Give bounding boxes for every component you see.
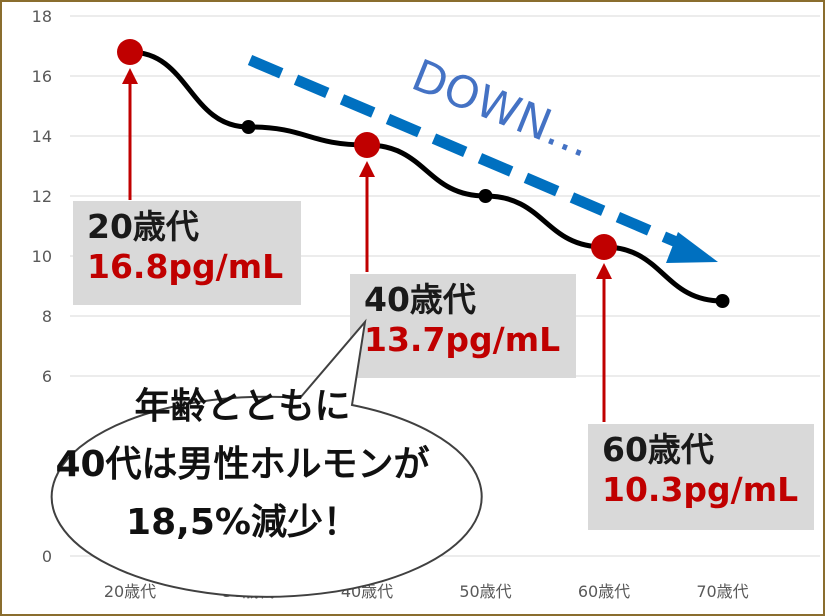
x-tick-label: 50歳代 (459, 582, 511, 601)
y-tick-label: 14 (32, 127, 52, 146)
highlight-point (354, 132, 380, 158)
pointer-arrow-head (122, 68, 138, 84)
pointer-arrow-head (359, 161, 375, 177)
y-tick-label: 6 (42, 367, 52, 386)
series-path (129, 49, 723, 304)
highlight-point (591, 234, 617, 260)
callout-arrows (122, 68, 612, 422)
series-line (117, 39, 730, 308)
data-point (241, 120, 256, 134)
callout-40s: 40歳代 13.7pg/mL (350, 274, 576, 378)
x-tick-label: 60歳代 (578, 582, 630, 601)
y-tick-label: 16 (32, 67, 52, 86)
callout-60s-age: 60歳代 (602, 430, 714, 469)
y-tick-label: 10 (32, 247, 52, 266)
y-tick-label: 12 (32, 187, 52, 206)
x-tick-label: 40歳代 (341, 582, 393, 601)
pointer-arrow-head (596, 263, 612, 279)
x-tick-label: 20歳代 (104, 582, 156, 601)
y-tick-label: 8 (42, 307, 52, 326)
callout-60s: 60歳代 10.3pg/mL (588, 424, 814, 530)
y-axis-ticks: 0 6 8 10 12 14 16 18 (32, 7, 52, 566)
bubble-line-2: 40代は男性ホルモンが (55, 444, 430, 485)
callout-20s-value: 16.8pg/mL (87, 247, 284, 287)
callout-40s-age: 40歳代 (364, 280, 476, 319)
callout-40s-value: 13.7pg/mL (364, 320, 561, 360)
x-tick-label: 30歳代 (222, 582, 274, 601)
down-trend-arrow (247, 54, 718, 263)
data-point (478, 189, 493, 203)
trend-arrow-head (666, 232, 718, 263)
trend-arrow-shaft (247, 54, 691, 253)
y-tick-label: 18 (32, 7, 52, 26)
data-point (715, 294, 730, 308)
bubble-line-1: 年齢とともに (134, 386, 351, 427)
x-tick-label: 70歳代 (696, 582, 748, 601)
x-axis-ticks: 20歳代 30歳代 40歳代 50歳代 60歳代 70歳代 (104, 582, 749, 601)
speech-bubble-text: 年齢とともに 40代は男性ホルモンが 18,5%減少！ (40, 378, 445, 552)
y-tick-label: 0 (42, 547, 52, 566)
callout-60s-value: 10.3pg/mL (602, 470, 799, 510)
callout-20s: 20歳代 16.8pg/mL (73, 201, 301, 305)
callout-20s-age: 20歳代 (87, 207, 199, 246)
highlight-point (117, 39, 143, 65)
bubble-line-3: 18,5%減少！ (126, 502, 359, 543)
